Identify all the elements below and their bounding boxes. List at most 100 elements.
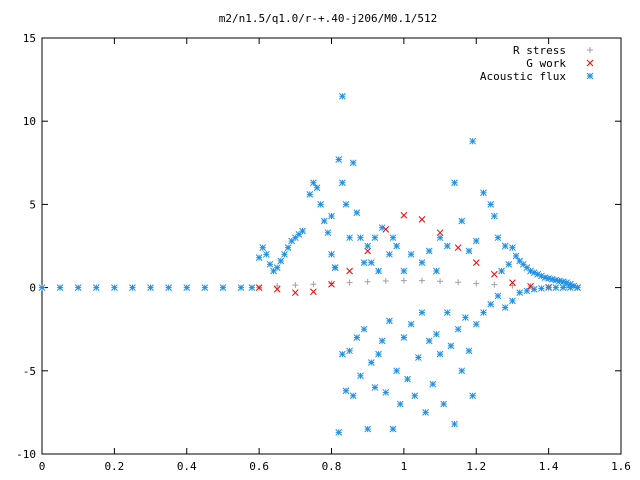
data-point: [545, 284, 552, 291]
chart-marks: [38, 92, 581, 436]
data-point: [418, 216, 426, 223]
data-point: [436, 229, 444, 237]
data-point: [443, 242, 451, 250]
data-point: [273, 264, 281, 271]
x-tick-label: 1: [401, 460, 408, 473]
data-point: [451, 179, 458, 187]
data-point: [530, 285, 538, 293]
data-point: [386, 250, 393, 258]
data-point: [335, 429, 343, 436]
axis-ticks: 0 0.2 0.4 0.6 0.8 1 1.2 1.4 1.6 -10 -5 0 5 10 15: [16, 32, 631, 473]
x-tick-label: 1.2: [466, 460, 486, 473]
data-point: [386, 317, 393, 325]
data-point: [367, 359, 375, 366]
data-point: [147, 284, 154, 291]
data-point: [292, 282, 299, 289]
data-point: [364, 247, 372, 255]
data-point: [480, 309, 487, 316]
data-point: [509, 244, 516, 252]
data-point: [400, 277, 407, 284]
legend-label: G work: [526, 57, 566, 70]
data-point: [501, 242, 509, 250]
data-point: [364, 425, 372, 433]
data-point: [491, 281, 498, 288]
data-point: [455, 279, 462, 286]
data-point: [371, 384, 379, 391]
y-tick-label: 15: [23, 32, 36, 45]
data-point: [266, 260, 274, 268]
data-point: [425, 247, 433, 255]
data-point: [429, 380, 437, 388]
data-point: [487, 300, 495, 308]
data-point: [38, 284, 46, 291]
data-point: [451, 420, 458, 428]
data-point: [472, 259, 480, 266]
series-r-stress: [256, 277, 581, 291]
data-point: [559, 284, 567, 291]
data-point: [494, 292, 502, 300]
data-point: [360, 259, 368, 266]
data-point: [458, 217, 466, 225]
y-tick-label: 5: [29, 198, 36, 211]
data-point: [219, 284, 227, 291]
data-point: [274, 282, 281, 289]
data-point: [458, 367, 466, 375]
data-point: [237, 284, 245, 291]
data-point: [447, 342, 455, 350]
legend-label: R stress: [513, 44, 566, 57]
data-point: [357, 234, 364, 242]
data-point: [291, 289, 299, 296]
data-point: [472, 320, 480, 328]
data-point: [335, 156, 343, 163]
data-point: [498, 267, 505, 275]
data-point: [437, 278, 444, 285]
data-point: [346, 234, 353, 242]
data-point: [443, 309, 451, 316]
data-point: [433, 267, 440, 275]
data-point: [248, 284, 256, 291]
data-point: [566, 284, 574, 291]
data-point: [353, 334, 361, 341]
chart-title: m2/n1.5/q1.0/r-+.40-j206/M0.1/512: [219, 12, 438, 25]
data-point: [411, 392, 419, 400]
data-point: [310, 288, 317, 296]
data-point: [538, 285, 545, 292]
data-point: [418, 277, 425, 284]
data-point: [509, 279, 516, 286]
data-point: [299, 227, 306, 235]
data-point: [378, 337, 386, 345]
data-point: [313, 184, 321, 192]
data-point: [414, 354, 422, 361]
data-point: [469, 392, 476, 400]
data-point: [400, 211, 408, 219]
data-point: [129, 284, 136, 291]
legend-label: Acoustic flux: [480, 70, 566, 83]
data-point: [472, 237, 480, 245]
data-point: [469, 137, 476, 145]
series-acoustic-flux: [38, 92, 581, 436]
data-point: [552, 284, 560, 291]
data-point: [454, 244, 462, 252]
data-point: [346, 279, 353, 286]
data-point: [342, 387, 350, 395]
data-point: [480, 189, 487, 197]
data-point: [364, 278, 371, 285]
data-point: [407, 250, 415, 258]
x-tick-label: 1.6: [611, 460, 631, 473]
x-tick-label: 0.4: [177, 460, 197, 473]
data-point: [389, 234, 397, 242]
data-point: [320, 217, 328, 225]
data-point: [501, 304, 509, 311]
data-point: [306, 191, 314, 198]
data-point: [367, 259, 375, 266]
data-point: [382, 389, 390, 396]
data-point: [509, 282, 516, 289]
data-point: [263, 250, 270, 258]
data-point: [418, 309, 426, 316]
data-point: [183, 284, 191, 291]
data-point: [462, 314, 469, 321]
data-point: [512, 252, 520, 260]
x-tick-label: 0.6: [249, 460, 269, 473]
data-point: [317, 201, 324, 208]
data-point: [255, 254, 263, 262]
